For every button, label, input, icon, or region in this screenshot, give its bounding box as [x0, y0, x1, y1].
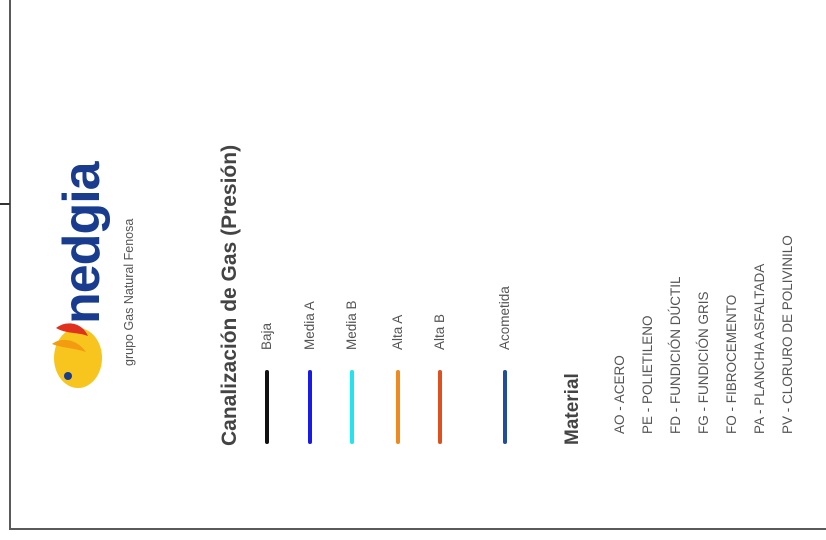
- frame-border-left: [9, 0, 11, 530]
- material-item: FD - FUNDICIÓN DÚCTIL: [668, 276, 683, 435]
- material-item: PA - PLANCHA ASFALTADA: [752, 263, 767, 434]
- material-item: FO - FIBROCEMENTO: [724, 294, 739, 434]
- legend-label: Alta B: [432, 313, 447, 350]
- material-item: FG - FUNDICIÓN GRIS: [696, 291, 711, 435]
- nedgia-logo-icon: [52, 323, 102, 388]
- legend-label: Media A: [302, 301, 317, 350]
- legend-line-media-a: [308, 370, 312, 444]
- legend-label: Alta A: [390, 314, 405, 350]
- legend-line-acometida: [503, 370, 507, 444]
- logo-wordmark: nedgia: [53, 162, 111, 324]
- legend-line-baja: [265, 370, 269, 444]
- legend-line-media-b: [350, 370, 354, 444]
- frame-tick-mark: [0, 203, 10, 205]
- logo-subtitle: grupo Gas Natural Fenosa: [122, 218, 136, 366]
- material-item: AO - ACERO: [612, 355, 627, 434]
- legend-line-alta-a: [396, 370, 400, 444]
- material-title: Material: [562, 373, 583, 445]
- material-item: PE - POLIETILENO: [640, 315, 655, 434]
- frame-border-bottom: [9, 528, 826, 530]
- legend-title: Canalización de Gas (Presión): [218, 144, 241, 446]
- material-item: PV - CLORURO DE POLIVINILO: [780, 235, 795, 434]
- legend-label: Baja: [259, 322, 274, 350]
- legend-label: Acometida: [497, 286, 512, 350]
- legend-line-alta-b: [438, 370, 442, 444]
- legend-label: Media B: [344, 300, 359, 350]
